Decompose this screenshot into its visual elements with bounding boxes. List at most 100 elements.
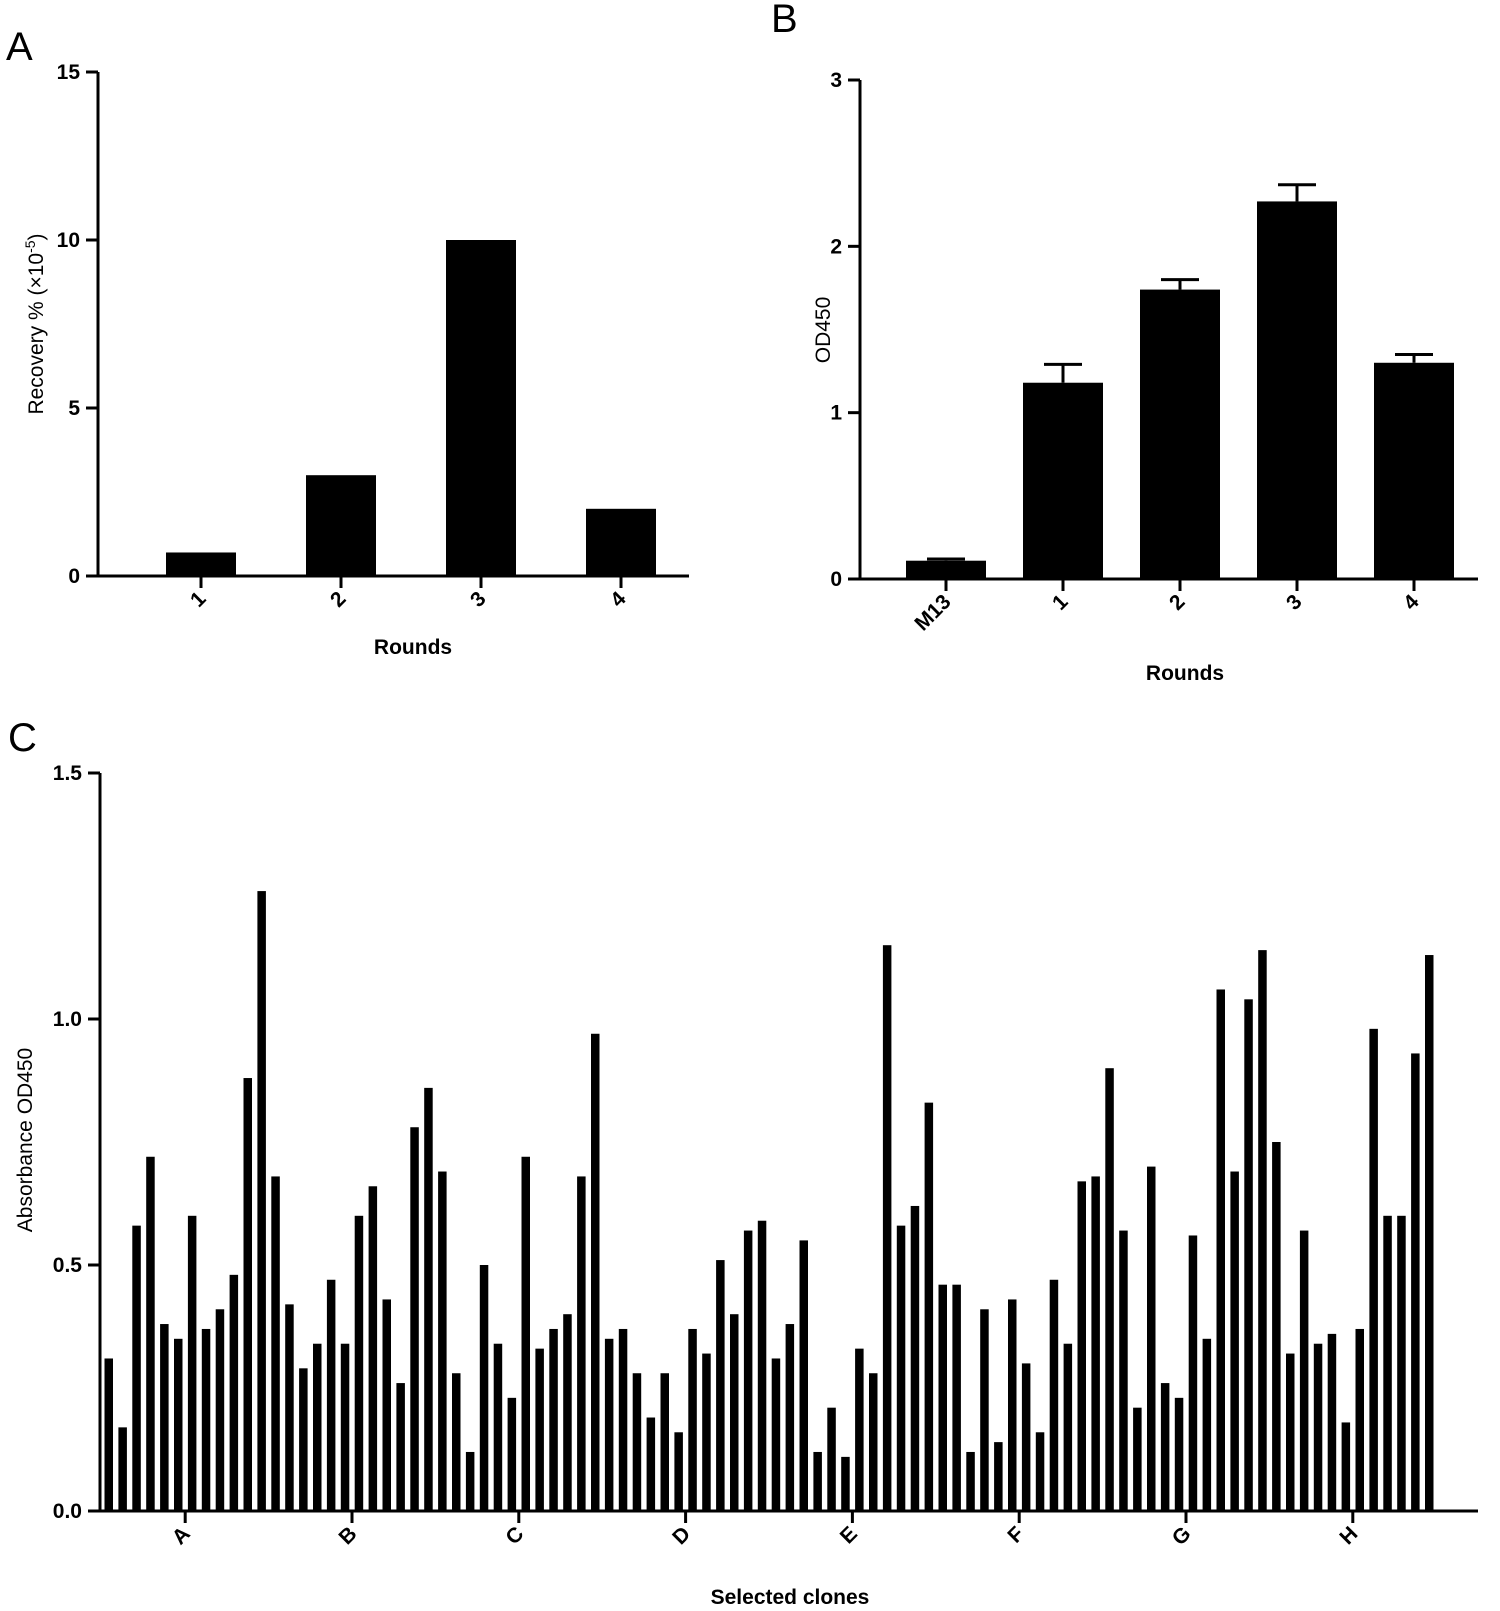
panel-c-bar xyxy=(1021,1363,1031,1511)
panel-c-bar xyxy=(1355,1328,1364,1511)
panel-c-bar xyxy=(424,1087,433,1511)
panel-c-bar xyxy=(118,1427,127,1511)
panel-c-bar xyxy=(1216,989,1225,1511)
panel-c-bar xyxy=(521,1156,530,1511)
panel-c-bar xyxy=(382,1299,391,1511)
panel-a-y-tick-label: 5 xyxy=(68,397,80,420)
panel-c-bar xyxy=(1077,1181,1086,1511)
panel-c-bar xyxy=(396,1383,405,1511)
panel-c-bar xyxy=(1272,1142,1281,1511)
panel-a-bar xyxy=(586,508,656,576)
panel-c-x-tick-label: B xyxy=(335,1522,362,1549)
panel-b-bar xyxy=(1140,289,1220,579)
panel-c-y-tick-label: 0.5 xyxy=(53,1254,83,1277)
panel-c-bar xyxy=(1133,1407,1142,1511)
panel-a-y-tick-label: 15 xyxy=(57,61,81,84)
panel-c-bar xyxy=(938,1284,947,1511)
panel-c-bar xyxy=(1258,950,1267,1511)
panel-c-bars xyxy=(104,891,1434,1511)
panel-c-bar xyxy=(313,1343,322,1511)
panel-c-bar xyxy=(1105,1068,1114,1511)
panel-c-x-tick-label: D xyxy=(668,1522,695,1549)
panel-c-bar xyxy=(146,1156,155,1511)
panel-c-bar xyxy=(869,1373,878,1511)
panel-b: B 0 1 2 3 M13 1 2 3 4 Rounds OD450 xyxy=(771,0,1478,685)
panel-c-bar xyxy=(716,1260,725,1511)
panel-c-bar xyxy=(1299,1230,1309,1511)
panel-c-bar xyxy=(215,1309,225,1511)
panel-a-y-tick-label: 10 xyxy=(57,229,80,252)
panel-c-bar xyxy=(1369,1028,1378,1511)
panel-c-bar xyxy=(604,1338,614,1511)
panel-c-bar xyxy=(757,1220,767,1511)
panel-a-label: A xyxy=(6,25,33,69)
panel-c-bar xyxy=(688,1328,697,1511)
panel-c-bar xyxy=(243,1078,252,1511)
panel-c-bar xyxy=(1202,1338,1212,1511)
panel-c-bar xyxy=(1063,1343,1073,1511)
panel-a-x-ticks: 1 2 3 4 xyxy=(186,576,631,612)
panel-c-bar xyxy=(618,1328,628,1511)
panel-c-bar xyxy=(174,1338,183,1511)
panel-c-bar xyxy=(674,1432,683,1511)
panel-c-x-ticks: A B C D E F G H xyxy=(168,1511,1362,1550)
panel-c-bar xyxy=(882,945,892,1511)
panel-c-bar xyxy=(479,1265,489,1511)
panel-c-bar xyxy=(952,1284,961,1511)
panel-c-bar xyxy=(354,1215,364,1511)
panel-a-y-ticks: 0 5 10 15 xyxy=(57,61,98,588)
panel-c-bar xyxy=(1286,1353,1295,1511)
panel-c-bar xyxy=(632,1373,642,1511)
panel-b-y-ticks: 0 1 2 3 xyxy=(830,69,860,591)
panel-b-x-tick-label: 2 xyxy=(1165,590,1190,615)
panel-a-bar xyxy=(306,475,376,576)
panel-c-bar xyxy=(577,1176,586,1511)
panel-c-x-tick-label: C xyxy=(501,1522,528,1549)
panel-c-bar xyxy=(368,1186,378,1511)
panel-c-bar xyxy=(1397,1215,1406,1511)
panel-c-bar xyxy=(493,1343,503,1511)
panel-c-bar xyxy=(660,1373,669,1511)
panel-a-x-tick-label: 3 xyxy=(466,587,491,612)
panel-c-bar xyxy=(1341,1422,1351,1511)
panel-c-bar xyxy=(410,1127,419,1511)
panel-a-y-title: Recovery % (×10-5) xyxy=(22,233,48,414)
panel-c-bar xyxy=(160,1324,169,1511)
panel-a-x-tick-label: 4 xyxy=(606,587,631,612)
panel-c-bar xyxy=(1160,1383,1170,1511)
panel-c-bar xyxy=(771,1358,781,1511)
panel-c-bar xyxy=(743,1230,753,1511)
panel-c-bar xyxy=(132,1225,141,1511)
panel-c-y-tick-label: 1.0 xyxy=(53,1008,82,1031)
panel-c-y-tick-label: 1.5 xyxy=(53,762,83,785)
panel-c-bar xyxy=(1244,999,1253,1511)
panel-b-x-ticks: M13 1 2 3 4 xyxy=(910,579,1424,635)
panel-c-y-tick-label: 0.0 xyxy=(53,1500,82,1523)
panel-c-bar xyxy=(563,1314,572,1511)
panel-c-bar xyxy=(452,1373,461,1511)
panel-b-x-tick-label: M13 xyxy=(910,590,955,635)
panel-c-bar xyxy=(730,1314,739,1511)
panel-b-x-tick-label: 3 xyxy=(1282,590,1307,615)
panel-a-bar xyxy=(446,240,516,576)
panel-c-bar xyxy=(1091,1176,1100,1511)
panel-c-bar xyxy=(465,1451,475,1511)
panel-c-bar xyxy=(896,1225,906,1511)
panel-c-bar xyxy=(646,1417,656,1511)
panel-b-y-tick-label: 1 xyxy=(830,402,842,425)
panel-c-bar xyxy=(1174,1397,1184,1511)
panel-c-bar xyxy=(924,1102,934,1511)
panel-c-bar xyxy=(1119,1230,1128,1511)
panel-c-bar xyxy=(1188,1235,1198,1511)
panel-c-bar xyxy=(1425,955,1434,1511)
panel-b-bar xyxy=(1023,382,1103,579)
panel-c-bar xyxy=(104,1358,113,1511)
panel-a-x-tick-label: 2 xyxy=(326,587,351,612)
panel-c-bar xyxy=(910,1205,920,1511)
panel-c-y-ticks: 0.0 0.5 1.0 1.5 xyxy=(53,762,100,1523)
panel-c-bar xyxy=(1147,1166,1156,1511)
panel-c-x-tick-label: H xyxy=(1335,1522,1362,1549)
panel-c-bar xyxy=(799,1240,808,1511)
panel-a-bar xyxy=(166,552,236,576)
panel-c-label: C xyxy=(8,716,37,760)
